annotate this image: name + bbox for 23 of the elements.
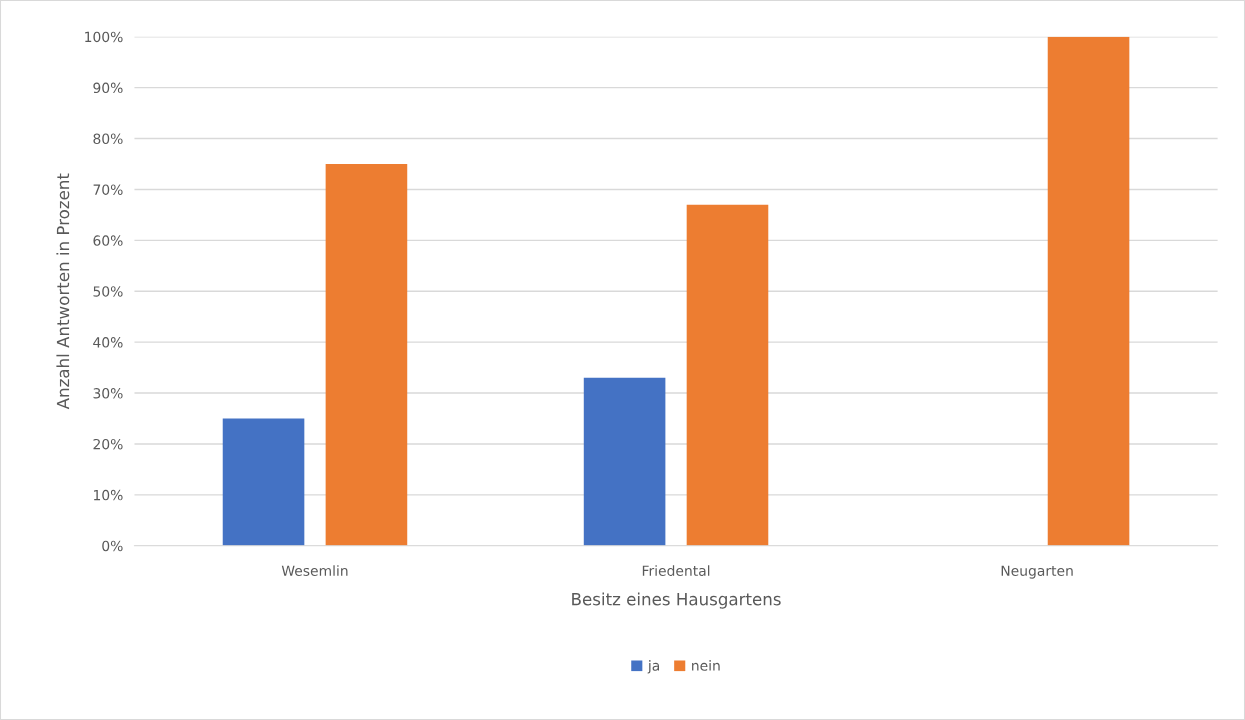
y-tick-label: 40% — [93, 337, 123, 348]
legend-label: nein — [692, 660, 720, 671]
y-tick-label: 80% — [93, 133, 123, 144]
bar — [1047, 36, 1130, 546]
y-tick-label: 20% — [93, 438, 123, 450]
y-tick-label: 60% — [93, 235, 123, 246]
x-tick-label: Wesemlin — [281, 565, 348, 576]
x-tick-label: Friedental — [642, 565, 710, 576]
bar — [686, 204, 769, 546]
x-tick-label: Neugarten — [1001, 565, 1073, 579]
y-tick-label: 30% — [93, 388, 123, 399]
y-tick-label: 10% — [94, 489, 123, 501]
bar — [222, 418, 305, 546]
x-axis-title: Besitz eines Hausgartens — [572, 592, 781, 609]
bar — [583, 377, 666, 546]
legend-label: ja — [647, 660, 660, 674]
y-axis-title: Anzahl Antworten in Prozent — [56, 173, 70, 410]
bar — [325, 163, 408, 546]
y-tick-label: 50% — [93, 286, 123, 297]
y-tick-label: 100% — [85, 31, 123, 43]
y-tick-label: 0% — [102, 540, 123, 552]
y-tick-label: 70% — [93, 184, 123, 195]
y-tick-label: 90% — [93, 82, 123, 94]
